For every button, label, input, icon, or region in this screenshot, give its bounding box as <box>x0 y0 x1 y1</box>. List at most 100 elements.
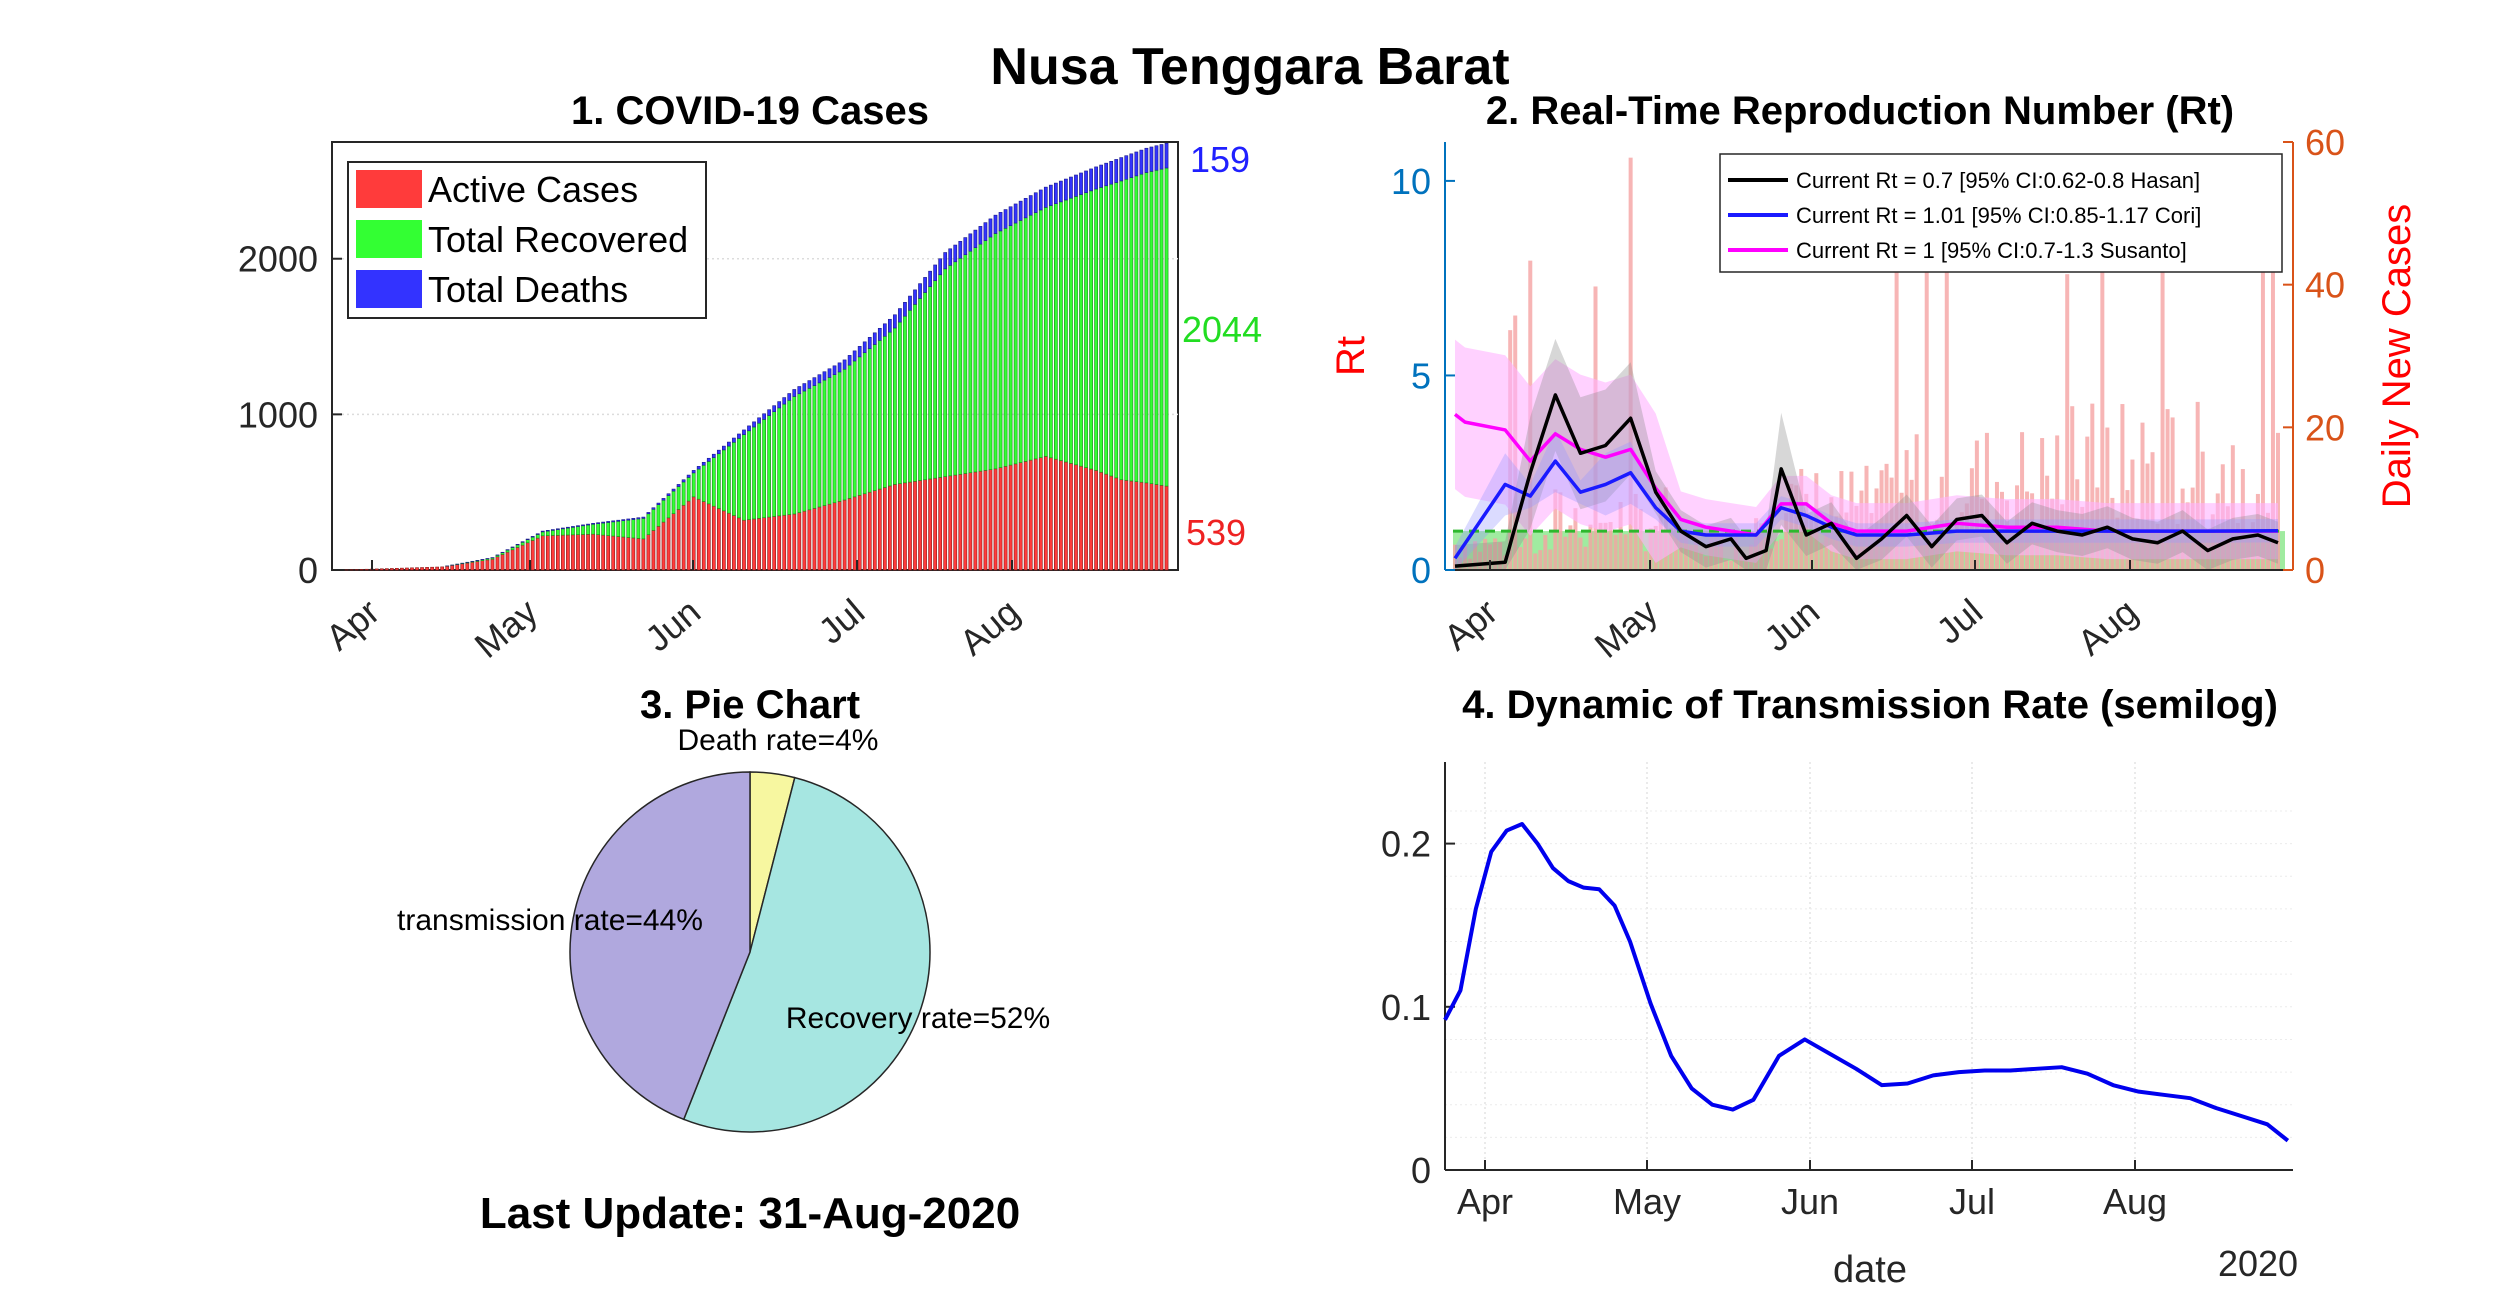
recovered-bar <box>1159 168 1164 486</box>
deaths-bar <box>767 409 771 416</box>
recovered-bar <box>651 508 656 531</box>
recovered-bar <box>872 344 877 491</box>
deaths-bar <box>686 474 691 478</box>
cases-y-tick-label: 0 <box>298 550 318 591</box>
deaths-bar <box>616 519 621 522</box>
cases-x-tick-label: Apr <box>318 591 387 658</box>
active-bar <box>550 535 555 571</box>
daily-cases-bar <box>1558 492 1563 570</box>
active-bar <box>978 470 983 571</box>
active-bar <box>379 568 384 571</box>
recovered-bar <box>822 379 827 506</box>
deaths-bar <box>1139 149 1144 175</box>
deaths-bar <box>923 277 927 293</box>
deaths-bar <box>792 389 797 397</box>
active-bar <box>586 534 590 571</box>
active-bar <box>591 533 595 571</box>
active-bar <box>676 509 681 571</box>
deaths-bar <box>1038 189 1043 211</box>
active-bar <box>535 537 540 571</box>
recovered-bar <box>742 434 746 521</box>
daily-cases-bar <box>1488 544 1493 570</box>
active-bar <box>364 568 369 571</box>
recovered-bar <box>636 518 641 539</box>
active-bar <box>1164 485 1169 571</box>
trans-x-tick-label: Aug <box>2103 1181 2167 1222</box>
active-bar <box>1033 458 1038 571</box>
daily-cases-bar <box>1769 548 1774 570</box>
active-bar <box>525 542 530 571</box>
active-bar <box>1104 473 1109 571</box>
deaths-bar <box>711 453 716 458</box>
deaths-bar <box>1054 182 1058 204</box>
cases-legend-label: Active Cases <box>428 169 638 210</box>
active-bar <box>445 565 450 571</box>
recovered-bar <box>948 265 953 477</box>
deaths-bar <box>1104 162 1109 187</box>
deaths-bar <box>1159 144 1164 170</box>
deaths-bar <box>913 289 917 305</box>
recovered-bar <box>1119 180 1124 481</box>
deaths-bar <box>1023 198 1028 219</box>
active-bar <box>1023 461 1028 571</box>
recovered-bar <box>1003 227 1008 467</box>
daily-cases-bar <box>1693 534 1698 570</box>
deaths-bar <box>837 362 842 373</box>
active-bar <box>882 487 887 571</box>
recovered-bar <box>1154 169 1159 485</box>
active-bar <box>420 567 424 571</box>
deaths-bar <box>893 314 897 329</box>
deaths-bar <box>968 233 973 252</box>
deaths-bar <box>918 283 922 299</box>
recovered-bar <box>968 250 973 474</box>
recovered-bar <box>671 490 676 514</box>
deaths-bar <box>1099 164 1103 188</box>
recovered-bar <box>1069 197 1073 464</box>
rt-legend-box <box>1719 153 2283 273</box>
daily-cases-bar <box>1603 522 1608 570</box>
rt-right-axis-label: Daily New Cases <box>2375 204 2419 509</box>
active-bar <box>1144 482 1149 571</box>
recovered-bar <box>973 247 978 473</box>
deaths-bar <box>666 493 671 496</box>
active-bar <box>656 525 661 571</box>
recovered-bar <box>857 356 862 496</box>
recovered-bar <box>646 513 651 535</box>
recovered-bar <box>1043 207 1048 457</box>
cases-chart: 0 1000 2000 Apr May Jun Jul Aug Active Cases Tota… <box>238 139 1262 666</box>
deaths-bar <box>1154 145 1159 171</box>
active-bar <box>465 562 470 571</box>
recovered-bar <box>827 377 832 505</box>
daily-cases-bar <box>1493 538 1498 570</box>
daily-cases-bar <box>1678 527 1683 570</box>
recovered-bar <box>1124 178 1129 481</box>
active-bar <box>495 556 500 571</box>
deaths-bar <box>1048 184 1053 206</box>
rt-right-tick-label: 20 <box>2305 407 2345 448</box>
deaths-bar <box>706 457 711 462</box>
recovered-bar <box>998 230 1003 468</box>
deaths-bar <box>611 520 616 523</box>
recovered-bar <box>631 519 636 539</box>
active-bar <box>400 567 404 571</box>
trans-x-axis-label: date <box>1833 1249 1907 1291</box>
recovered-bar <box>862 352 867 495</box>
recovered-bar <box>812 385 817 509</box>
recovered-bar <box>666 495 671 519</box>
active-bar <box>1028 459 1033 571</box>
active-bar <box>681 504 686 571</box>
active-bar <box>616 536 621 571</box>
active-bar <box>606 535 611 571</box>
deaths-bar <box>556 528 560 530</box>
deaths-bar <box>671 488 676 492</box>
pie-slice-label: transmission rate=44% <box>397 904 703 937</box>
active-bar <box>918 480 922 571</box>
daily-cases-bar <box>2100 223 2105 571</box>
recovered-bar <box>505 549 510 553</box>
rt-left-tick-label: 5 <box>1411 355 1431 396</box>
active-bar <box>943 476 948 571</box>
active-bar <box>913 480 917 571</box>
active-bar <box>530 540 535 571</box>
chart4-title: 4. Dynamic of Transmission Rate (semilog… <box>1462 683 2278 727</box>
active-bar <box>480 560 485 571</box>
